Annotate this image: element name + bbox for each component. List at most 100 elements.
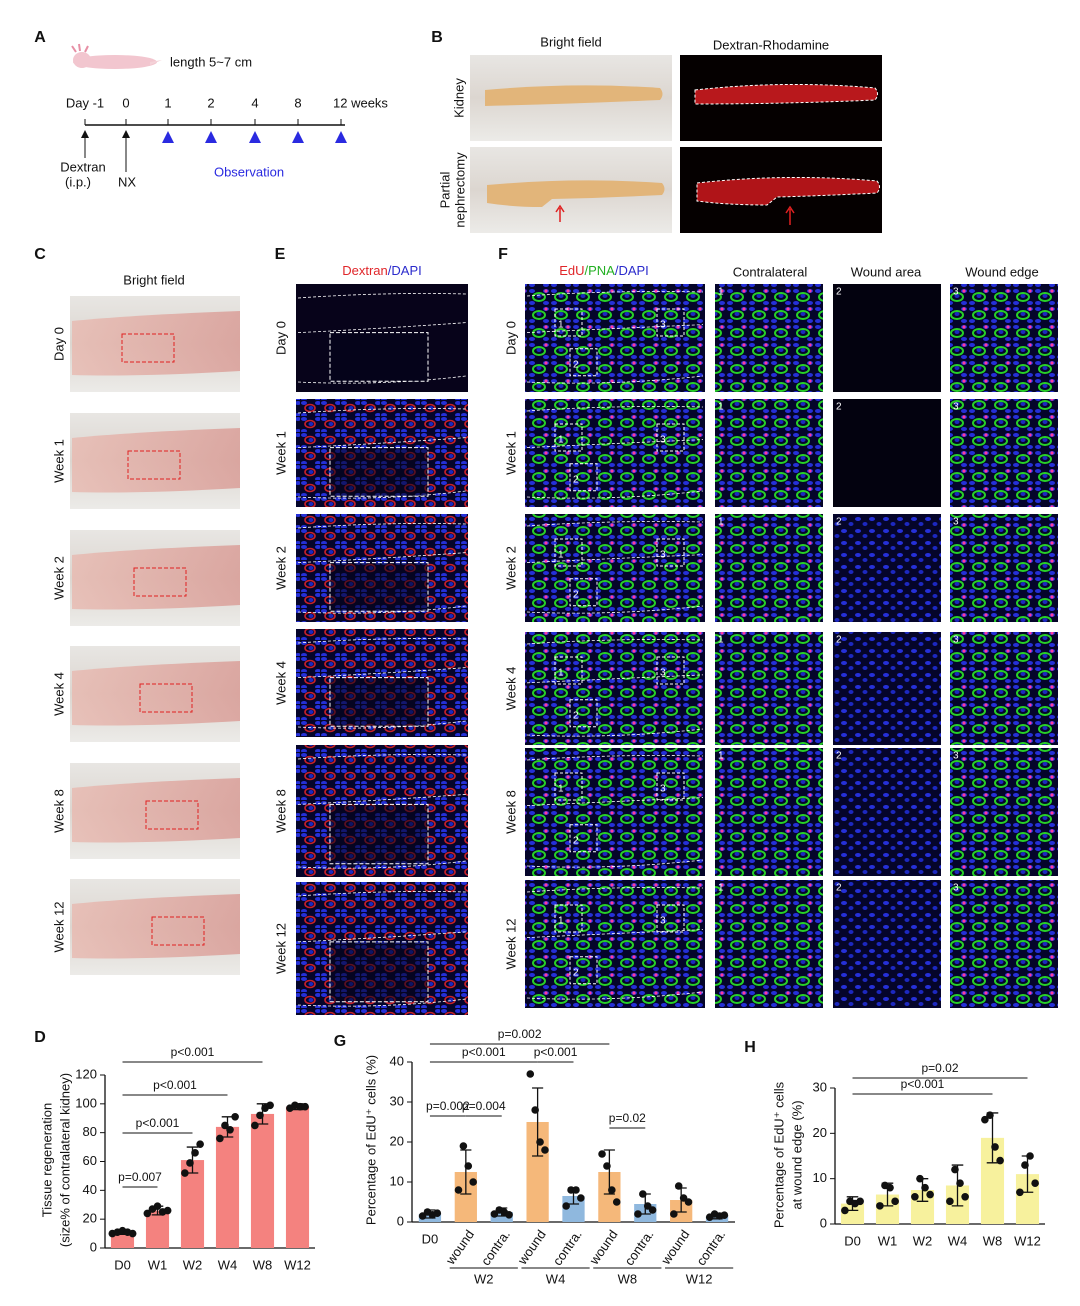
dextran-label: (i.p.) bbox=[65, 174, 91, 189]
data-point bbox=[986, 1111, 994, 1119]
inset-number: 1 bbox=[718, 635, 724, 646]
region-box bbox=[569, 463, 598, 492]
significance-label: p<0.001 bbox=[171, 1045, 215, 1059]
significance-label: p<0.001 bbox=[153, 1078, 197, 1092]
row-label: Week 4 bbox=[503, 667, 518, 711]
column-header: Contralateral bbox=[733, 264, 808, 279]
kidney-tissue bbox=[72, 894, 240, 959]
inset-number: 3 bbox=[953, 517, 959, 528]
significance-label: p=0.007 bbox=[118, 1170, 162, 1184]
nx-label: NX bbox=[118, 174, 136, 189]
bar bbox=[215, 1126, 240, 1248]
region-box bbox=[133, 567, 187, 597]
data-point bbox=[256, 1111, 264, 1120]
data-point bbox=[191, 1149, 199, 1157]
data-point bbox=[981, 1115, 989, 1124]
timeline-label: Day -1 bbox=[66, 95, 104, 110]
y-tick-label: 120 bbox=[75, 1066, 97, 1081]
data-point bbox=[1021, 1161, 1029, 1169]
data-point bbox=[221, 1121, 229, 1130]
inset-image bbox=[950, 632, 1058, 745]
region-box bbox=[554, 308, 583, 337]
bar bbox=[145, 1210, 170, 1248]
x-tick-label: W8 bbox=[253, 1257, 273, 1272]
timeline-label: 1 bbox=[164, 95, 171, 110]
data-point bbox=[301, 1102, 309, 1111]
inset-image bbox=[715, 399, 823, 507]
inset-number: 2 bbox=[836, 635, 842, 646]
region-number: 2 bbox=[573, 359, 579, 370]
region-number: 1 bbox=[558, 435, 564, 446]
data-point bbox=[251, 1121, 259, 1130]
column-header: Wound area bbox=[851, 264, 922, 279]
bar bbox=[285, 1106, 310, 1248]
region-box bbox=[569, 348, 598, 377]
y-tick-label: 30 bbox=[390, 1093, 404, 1108]
significance-label: p<0.001 bbox=[901, 1077, 945, 1091]
row-label: Week 4 bbox=[51, 672, 66, 716]
region-number: 3 bbox=[660, 668, 666, 679]
bar bbox=[180, 1160, 205, 1248]
region-box bbox=[554, 538, 583, 567]
data-point bbox=[231, 1113, 239, 1121]
row-label: Week 1 bbox=[273, 431, 288, 475]
region-number: 1 bbox=[558, 320, 564, 331]
y-tick-label: 30 bbox=[813, 1079, 827, 1094]
data-point bbox=[572, 1186, 580, 1194]
inset-number: 1 bbox=[718, 287, 724, 298]
data-point bbox=[841, 1206, 849, 1215]
inset-number: 1 bbox=[718, 751, 724, 762]
inset-number: 2 bbox=[836, 751, 842, 762]
inset-number: 2 bbox=[836, 883, 842, 894]
region-number: 2 bbox=[573, 967, 579, 978]
region-number: 3 bbox=[660, 435, 666, 446]
title-part: EdU bbox=[559, 263, 584, 278]
data-point bbox=[911, 1193, 919, 1201]
panel-letter: F bbox=[498, 246, 508, 263]
data-point bbox=[891, 1197, 899, 1206]
row-label: Week 4 bbox=[273, 661, 288, 705]
inset-image bbox=[833, 284, 941, 392]
data-point bbox=[562, 1202, 570, 1210]
data-point bbox=[670, 1210, 678, 1218]
panel-letter: A bbox=[34, 29, 46, 46]
inset-image bbox=[833, 399, 941, 507]
region-number: 1 bbox=[558, 784, 564, 795]
region-box bbox=[554, 904, 583, 933]
kidney-tissue bbox=[72, 661, 240, 726]
data-point bbox=[946, 1197, 954, 1206]
data-point bbox=[603, 1162, 611, 1170]
row-label: Week 2 bbox=[51, 556, 66, 600]
inset-number: 3 bbox=[953, 402, 959, 413]
error-bar bbox=[603, 1149, 615, 1195]
inset-number: 3 bbox=[953, 883, 959, 894]
title-part: /PNA bbox=[584, 263, 615, 278]
row-label: Week 1 bbox=[51, 439, 66, 483]
y-tick-label: 20 bbox=[813, 1125, 827, 1140]
data-point bbox=[536, 1138, 544, 1146]
data-point bbox=[639, 1190, 647, 1198]
row-label: Week 2 bbox=[273, 546, 288, 590]
data-point bbox=[648, 1206, 657, 1214]
inset-image bbox=[833, 514, 941, 622]
data-point bbox=[921, 1183, 929, 1192]
data-point bbox=[464, 1162, 473, 1170]
column-header: Bright field bbox=[540, 34, 601, 49]
data-point bbox=[186, 1159, 194, 1167]
region-box bbox=[656, 308, 685, 337]
region-box bbox=[329, 677, 429, 727]
data-point bbox=[991, 1143, 999, 1151]
significance-label: p<0.001 bbox=[462, 1045, 506, 1059]
row-label: Week 8 bbox=[51, 789, 66, 833]
data-point bbox=[266, 1101, 274, 1110]
data-point bbox=[216, 1134, 224, 1143]
fluorescence-image bbox=[525, 399, 705, 507]
y-axis-label: at wound edge (%) bbox=[789, 1100, 804, 1209]
y-tick-label: 100 bbox=[75, 1095, 97, 1110]
data-point bbox=[196, 1140, 204, 1148]
y-tick-label: 0 bbox=[90, 1239, 97, 1254]
inset-number: 3 bbox=[953, 635, 959, 646]
panel-letter: C bbox=[34, 246, 46, 263]
row-label: Day 0 bbox=[503, 321, 518, 355]
data-point bbox=[916, 1174, 924, 1183]
